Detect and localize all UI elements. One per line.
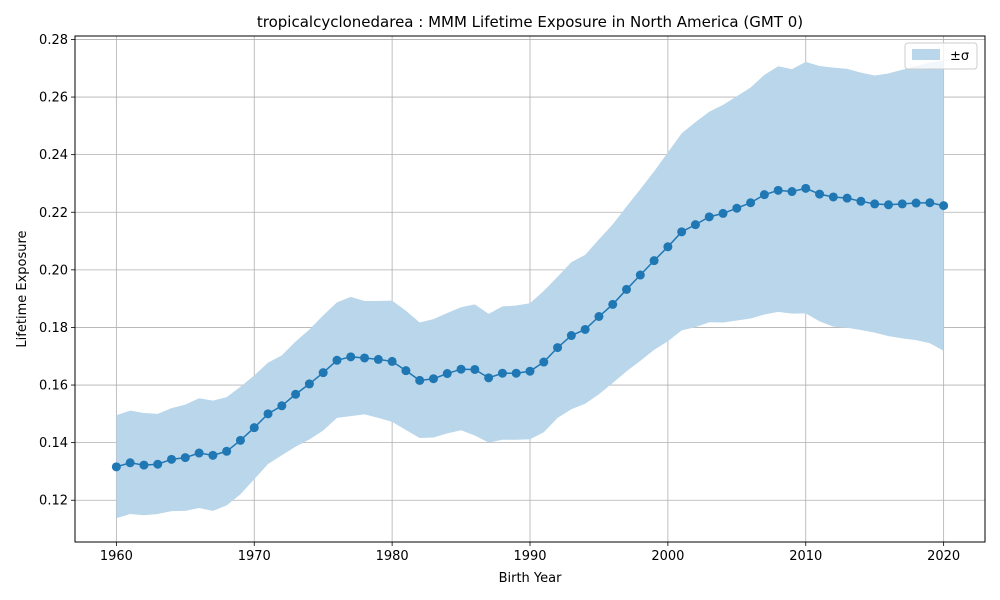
data-point (856, 196, 866, 206)
data-point (318, 368, 328, 378)
legend: ±σ (904, 42, 978, 70)
data-point (139, 460, 149, 470)
data-point (732, 203, 742, 213)
data-point (167, 454, 177, 464)
y-tick-label: 0.12 (39, 494, 68, 509)
x-tick-label: 2020 (927, 549, 960, 564)
data-point (180, 453, 190, 463)
x-tick-label: 1990 (513, 549, 546, 564)
data-point (566, 331, 576, 341)
data-point (815, 189, 825, 199)
series-markers-layer (111, 183, 949, 472)
data-point (332, 355, 342, 365)
x-axis-ticks: 1960 1970 1980 1990 2000 2010 2020 (100, 542, 960, 564)
y-tick-label: 0.22 (39, 206, 68, 221)
y-tick-label: 0.16 (39, 379, 68, 394)
data-point (511, 368, 521, 378)
x-tick-label: 1980 (376, 549, 409, 564)
data-point (304, 379, 314, 389)
y-tick-label: 0.20 (39, 263, 68, 278)
data-point (897, 199, 907, 209)
data-point (346, 352, 356, 362)
chart-title: tropicalcyclonedarea : MMM Lifetime Expo… (257, 13, 803, 31)
data-point (787, 187, 797, 197)
data-point (635, 270, 645, 280)
data-point (235, 435, 245, 445)
x-tick-label: 2000 (651, 549, 684, 564)
data-point (925, 198, 935, 208)
data-point (677, 227, 687, 237)
data-point (842, 193, 852, 203)
data-point (373, 354, 383, 364)
data-point (442, 369, 452, 379)
data-point (153, 459, 163, 469)
legend-band-swatch (912, 49, 940, 60)
data-point (649, 256, 659, 266)
data-point (263, 409, 273, 419)
data-point (801, 183, 811, 193)
data-point (608, 299, 618, 309)
data-point (111, 462, 121, 472)
data-point (911, 198, 921, 208)
data-point (690, 220, 700, 230)
data-point (484, 373, 494, 383)
y-axis-title: Lifetime Exposure (15, 230, 30, 347)
data-point (870, 199, 880, 209)
data-point (580, 324, 590, 334)
y-tick-label: 0.24 (39, 148, 68, 163)
data-point (939, 201, 949, 211)
x-axis-title: Birth Year (499, 571, 563, 586)
data-point (718, 208, 728, 218)
x-tick-label: 1960 (100, 549, 133, 564)
data-point (456, 364, 466, 374)
x-tick-label: 1970 (238, 549, 271, 564)
data-point (594, 312, 604, 322)
data-point (125, 458, 135, 468)
data-point (525, 366, 535, 376)
sigma-band (116, 60, 944, 519)
data-point (553, 343, 563, 353)
data-point (828, 192, 838, 202)
data-point (291, 389, 301, 399)
data-point (663, 242, 673, 252)
data-point (470, 364, 480, 374)
data-point (704, 212, 714, 222)
data-point (746, 198, 756, 208)
data-point (759, 190, 769, 200)
data-point (249, 423, 259, 433)
data-point (194, 448, 204, 458)
data-point (208, 450, 218, 460)
data-point (277, 401, 287, 411)
data-point (415, 375, 425, 385)
data-point (497, 368, 507, 378)
data-point (428, 374, 438, 384)
y-tick-label: 0.28 (39, 33, 68, 48)
data-point (401, 366, 411, 376)
data-point (387, 356, 397, 366)
data-point (773, 185, 783, 195)
y-axis-ticks: 0.12 0.14 0.16 0.18 0.20 0.22 0.24 0.26 0.28 (39, 33, 75, 509)
y-tick-label: 0.26 (39, 91, 68, 106)
y-tick-label: 0.14 (39, 436, 68, 451)
data-point (883, 200, 893, 210)
data-point (539, 357, 549, 367)
data-point (222, 446, 232, 456)
data-point (622, 284, 632, 294)
data-point (360, 353, 370, 363)
y-tick-label: 0.18 (39, 321, 68, 336)
x-tick-label: 2010 (789, 549, 822, 564)
legend-label: ±σ (950, 49, 969, 64)
sigma-band-layer (116, 60, 944, 519)
